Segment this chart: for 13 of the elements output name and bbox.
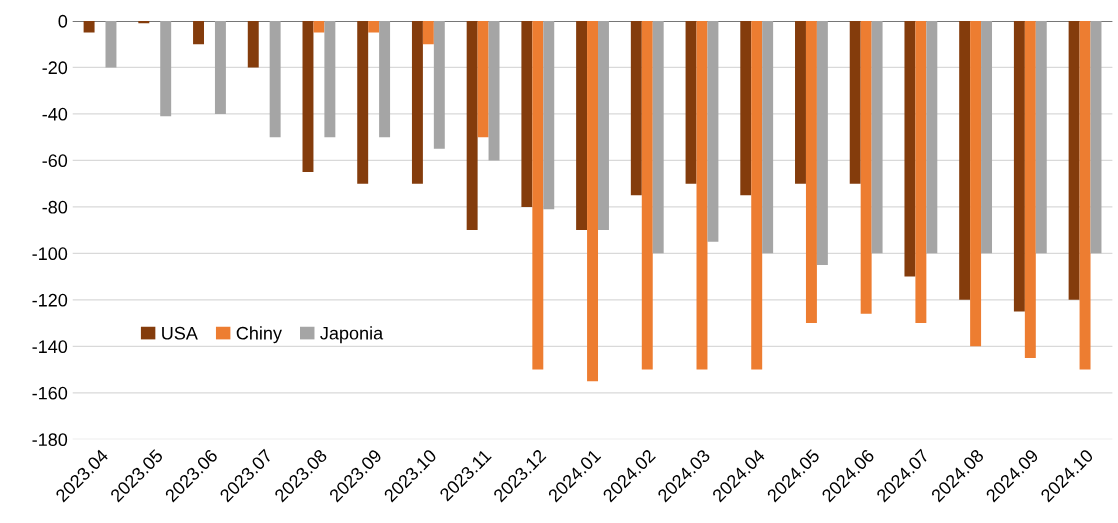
legend-label: Chiny [236,326,282,344]
y-tick-label: -20 [42,61,68,75]
y-tick-label: -180 [32,433,68,447]
y-tick-label: -80 [42,200,68,214]
y-tick-label: -160 [32,386,68,400]
y-tick-label: -100 [32,247,68,261]
y-tick-label: -120 [32,293,68,307]
y-tick-label: -40 [42,107,68,121]
y-tick-label: -140 [32,340,68,354]
y-tick-label: -60 [42,154,68,168]
legend-label: USA [162,326,198,340]
legend-label: Japonia [320,326,384,344]
y-tick-label: 0 [58,14,68,28]
